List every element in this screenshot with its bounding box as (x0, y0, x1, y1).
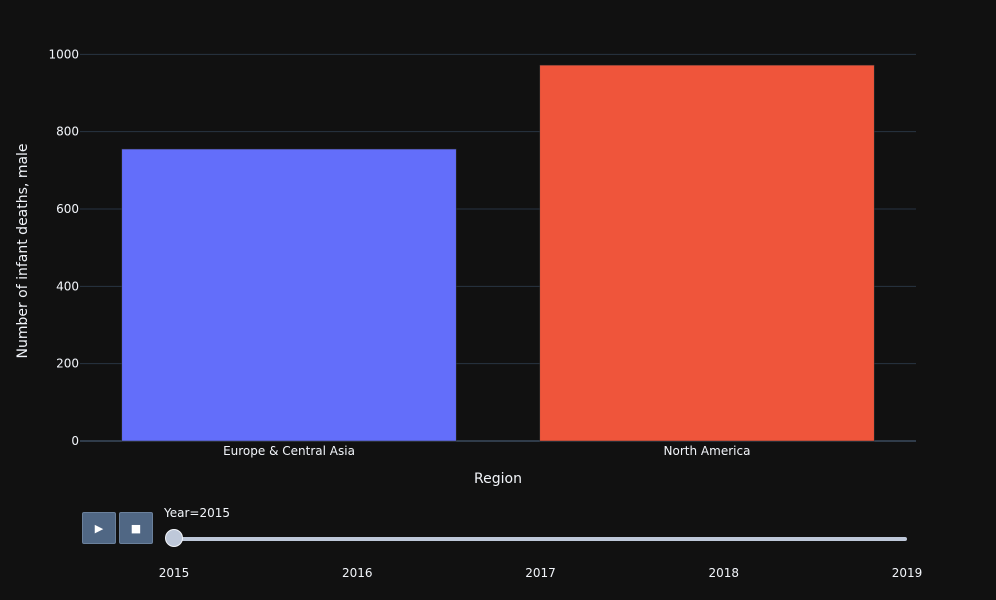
year-slider-track[interactable] (174, 537, 907, 541)
stop-button[interactable]: ■ (119, 512, 153, 544)
slider-step-label[interactable]: 2019 (891, 566, 923, 580)
stop-icon: ■ (130, 521, 142, 535)
slider-step-label[interactable]: 2017 (525, 566, 556, 580)
slider-step-label[interactable]: 2018 (708, 566, 740, 580)
bar[interactable] (539, 64, 875, 442)
play-button[interactable]: ▶ (82, 512, 116, 544)
slider-step-label[interactable]: 2015 (158, 566, 190, 580)
x-axis-ticks: Europe & Central Asia North America (223, 444, 750, 458)
year-slider-handle[interactable] (165, 529, 183, 547)
x-axis-title: Region (474, 471, 522, 487)
y-tick-label: 600 (56, 202, 79, 216)
play-icon: ▶ (94, 521, 104, 535)
y-axis-title: Number of infant deaths, male (15, 143, 31, 358)
x-tick-label: Europe & Central Asia (223, 444, 355, 458)
y-tick-label: 800 (56, 125, 79, 139)
y-axis-ticks: 0 200 400 600 800 1000 (48, 47, 79, 448)
y-tick-label: 400 (56, 279, 79, 293)
y-tick-label: 200 (56, 357, 79, 371)
slider-step-label[interactable]: 2016 (341, 566, 373, 580)
bars (121, 64, 875, 442)
slider-current-value: Year=2015 (164, 506, 230, 520)
x-tick-label: North America (664, 444, 751, 458)
y-tick-label: 0 (71, 434, 79, 448)
bar[interactable] (121, 148, 457, 442)
y-tick-label: 1000 (48, 47, 79, 61)
